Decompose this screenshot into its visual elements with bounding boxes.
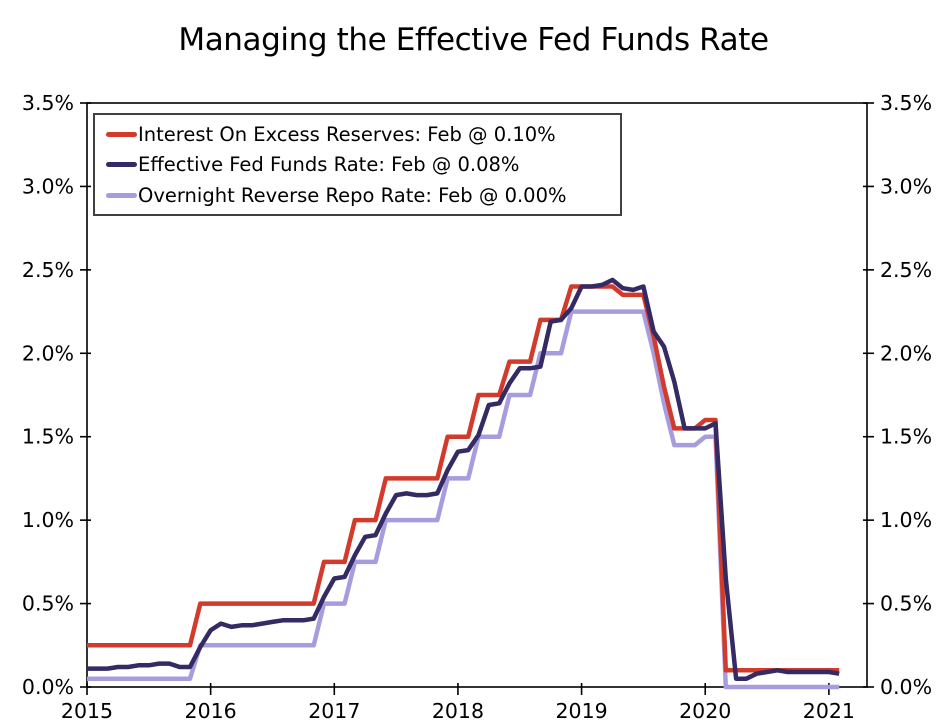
y-axis-tick-label-left: 2.0%: [22, 341, 74, 365]
x-axis-tick-label: 2021: [803, 699, 855, 723]
y-axis-tick-label-right: 0.0%: [880, 675, 932, 699]
y-axis-tick-label-left: 2.5%: [22, 258, 74, 282]
x-axis-tick-label: 2020: [679, 699, 731, 723]
y-axis-tick-label-left: 1.5%: [22, 425, 74, 449]
x-axis-tick-label: 2015: [61, 699, 113, 723]
x-axis-tick-label: 2018: [432, 699, 484, 723]
y-axis-tick-label-left: 0.0%: [22, 675, 74, 699]
y-axis-tick-label-right: 1.0%: [880, 508, 932, 532]
y-axis-tick-label-right: 0.5%: [880, 592, 932, 616]
legend-item-ioer: Interest On Excess Reserves: Feb @ 0.10%: [106, 123, 620, 146]
y-axis-tick-label-right: 3.0%: [880, 174, 932, 198]
legend: Interest On Excess Reserves: Feb @ 0.10%…: [93, 113, 622, 216]
y-axis-tick-label-right: 1.5%: [880, 425, 932, 449]
series-line-1: [87, 277, 840, 681]
onrrp-line-swatch: [106, 192, 137, 198]
legend-label-effr: Effective Fed Funds Rate: Feb @ 0.08%: [138, 153, 520, 176]
y-axis-tick-label-left: 3.0%: [22, 174, 74, 198]
y-axis-tick-label-left: 1.0%: [22, 508, 74, 532]
y-axis-tick-label-right: 2.0%: [880, 341, 932, 365]
x-axis-tick-label: 2017: [308, 699, 360, 723]
legend-item-effr: Effective Fed Funds Rate: Feb @ 0.08%: [106, 153, 620, 176]
legend-item-onrrp: Overnight Reverse Repo Rate: Feb @ 0.00%: [106, 184, 620, 207]
series-line-2: [87, 309, 840, 690]
plot-frame: [86, 102, 868, 688]
ioer-line-swatch: [106, 131, 137, 137]
legend-label-onrrp: Overnight Reverse Repo Rate: Feb @ 0.00%: [138, 183, 567, 207]
legend-label-ioer: Interest On Excess Reserves: Feb @ 0.10%: [138, 122, 556, 146]
x-axis-tick-label: 2016: [185, 699, 237, 723]
y-axis-tick-label-right: 3.5%: [880, 91, 932, 115]
effr-line-swatch: [106, 162, 137, 167]
y-axis-tick-label-left: 0.5%: [22, 592, 74, 616]
y-axis-tick-label-left: 3.5%: [22, 91, 74, 115]
y-axis-tick-label-right: 2.5%: [880, 258, 932, 282]
x-axis-tick-label: 2019: [555, 699, 607, 723]
chart-title: Managing the Effective Fed Funds Rate: [178, 22, 769, 58]
series-line-0: [87, 284, 840, 673]
